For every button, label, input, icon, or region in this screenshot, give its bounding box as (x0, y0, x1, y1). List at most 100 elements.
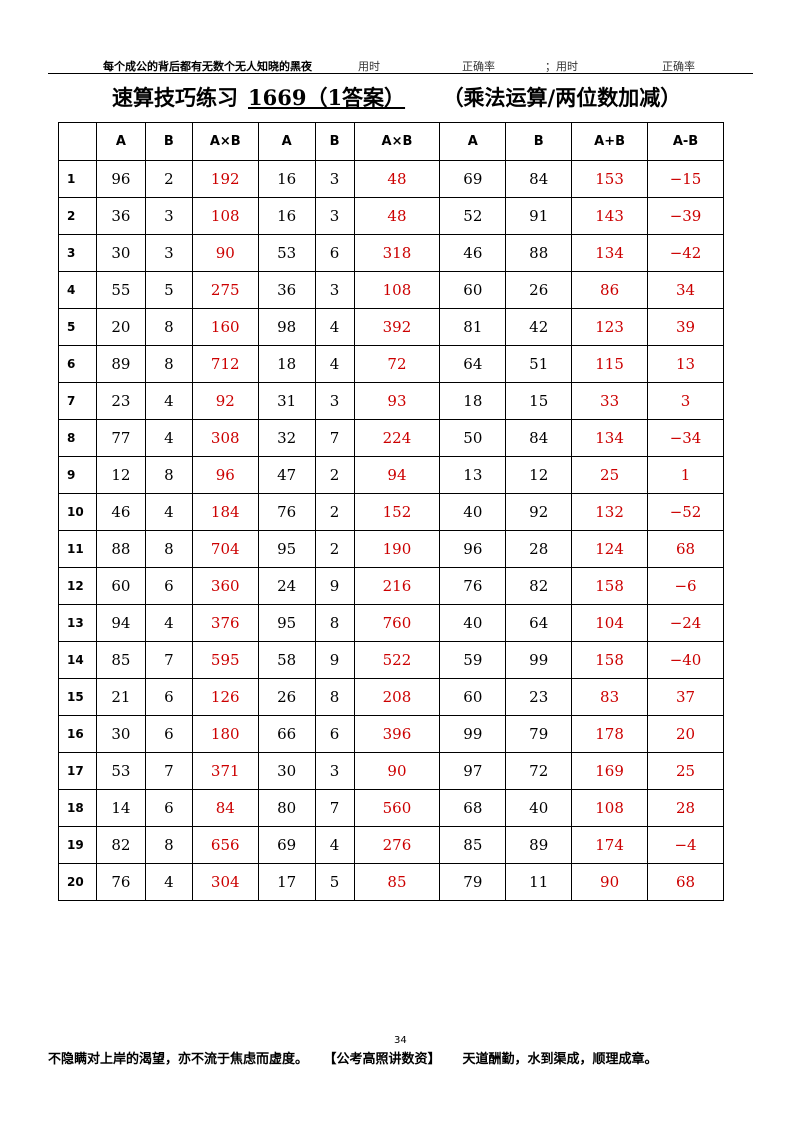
operand-cell: 82 (505, 567, 573, 605)
operand-cell: 68 (439, 789, 507, 827)
operand-cell: 14 (95, 789, 146, 827)
table-row: 19 82 8 656 69 4 276 85 89 174 −4 (58, 826, 724, 864)
answer-cell: 72 (353, 345, 441, 383)
operand-cell: 79 (505, 715, 573, 753)
table-row: 13 94 4 376 95 8 760 40 64 104 −24 (58, 604, 724, 642)
answer-cell: 158 (571, 567, 649, 605)
motto: 每个成公的背后都有无数个无人知晓的黑夜 (103, 60, 312, 73)
answer-cell: 25 (571, 456, 649, 494)
row-number: 18 (58, 789, 97, 827)
operand-cell: 15 (505, 382, 573, 420)
answer-cell: 712 (191, 345, 259, 383)
answer-cell: 85 (353, 863, 441, 901)
answer-cell: 90 (191, 234, 259, 272)
answer-cell: 224 (353, 419, 441, 457)
answer-cell: 143 (571, 197, 649, 235)
footer-right: 天道酬勤，水到渠成，顺理成章。 (462, 1052, 658, 1067)
answer-cell: 126 (191, 678, 259, 716)
answer-cell: 48 (353, 160, 441, 198)
operand-cell: 7 (144, 752, 193, 790)
table-row: 3 30 3 90 53 6 318 46 88 134 −42 (58, 234, 724, 272)
answer-cell: 96 (191, 456, 259, 494)
column-header (58, 122, 97, 161)
operand-cell: 30 (95, 234, 146, 272)
answer-cell: 152 (353, 493, 441, 531)
answer-cell: 184 (191, 493, 259, 531)
column-header: A (439, 122, 507, 161)
row-number: 17 (58, 752, 97, 790)
operand-cell: 64 (505, 604, 573, 642)
operand-cell: 88 (505, 234, 573, 272)
operand-cell: 9 (314, 567, 355, 605)
operand-cell: 52 (439, 197, 507, 235)
operand-cell: 95 (257, 530, 316, 568)
operand-cell: 4 (144, 604, 193, 642)
row-number: 14 (58, 641, 97, 679)
operand-cell: 66 (257, 715, 316, 753)
answer-cell: 90 (571, 863, 649, 901)
operand-cell: 98 (257, 308, 316, 346)
operand-cell: 59 (439, 641, 507, 679)
operand-cell: 72 (505, 752, 573, 790)
answer-cell: 3 (647, 382, 724, 420)
operand-cell: 7 (144, 641, 193, 679)
operand-cell: 16 (257, 197, 316, 235)
operand-cell: 69 (439, 160, 507, 198)
operand-cell: 4 (314, 308, 355, 346)
operand-cell: 23 (505, 678, 573, 716)
row-number: 7 (58, 382, 97, 420)
operand-cell: 16 (257, 160, 316, 198)
column-header: A (257, 122, 316, 161)
answer-cell: 134 (571, 419, 649, 457)
answer-cell: 37 (647, 678, 724, 716)
operand-cell: 3 (144, 197, 193, 235)
title-code: 1669（1答案） (248, 85, 406, 110)
operand-cell: 55 (95, 271, 146, 309)
operand-cell: 31 (257, 382, 316, 420)
operand-cell: 51 (505, 345, 573, 383)
column-header: B (144, 122, 193, 161)
answer-cell: 33 (571, 382, 649, 420)
operand-cell: 7 (314, 789, 355, 827)
answer-cell: 760 (353, 604, 441, 642)
table-header-row: A B A×B A B A×B A B A+B A-B (58, 122, 724, 161)
operand-cell: 50 (439, 419, 507, 457)
row-number: 13 (58, 604, 97, 642)
operand-cell: 85 (439, 826, 507, 864)
footer: 不隐瞒对上岸的渴望，亦不流于焦虑而虚度。 【公考高照讲数资】 天道酬勤，水到渠成，顺… (48, 1048, 680, 1067)
operand-cell: 96 (95, 160, 146, 198)
operand-cell: 9 (314, 641, 355, 679)
operand-cell: 36 (257, 271, 316, 309)
answer-cell: 68 (647, 863, 724, 901)
answer-cell: −40 (647, 641, 724, 679)
answer-cell: 275 (191, 271, 259, 309)
table-row: 11 88 8 704 95 2 190 96 28 124 68 (58, 530, 724, 568)
operand-cell: 13 (439, 456, 507, 494)
operand-cell: 89 (95, 345, 146, 383)
answer-cell: 20 (647, 715, 724, 753)
table-row: 1 96 2 192 16 3 48 69 84 153 −15 (58, 160, 724, 198)
answer-cell: 86 (571, 271, 649, 309)
answer-cell: 13 (647, 345, 724, 383)
answer-cell: 84 (191, 789, 259, 827)
row-number: 8 (58, 419, 97, 457)
operand-cell: 21 (95, 678, 146, 716)
operand-cell: 94 (95, 604, 146, 642)
operand-cell: 6 (144, 715, 193, 753)
operand-cell: 40 (439, 604, 507, 642)
operand-cell: 4 (314, 345, 355, 383)
row-number: 4 (58, 271, 97, 309)
operand-cell: 64 (439, 345, 507, 383)
answer-cell: 522 (353, 641, 441, 679)
answer-cell: 392 (353, 308, 441, 346)
operand-cell: 3 (314, 752, 355, 790)
row-number: 9 (58, 456, 97, 494)
page-number: 34 (394, 1035, 407, 1046)
answer-cell: 560 (353, 789, 441, 827)
answer-cell: −15 (647, 160, 724, 198)
operand-cell: 32 (257, 419, 316, 457)
operand-cell: 8 (314, 604, 355, 642)
operand-cell: 6 (144, 789, 193, 827)
answer-cell: 123 (571, 308, 649, 346)
answer-cell: 595 (191, 641, 259, 679)
